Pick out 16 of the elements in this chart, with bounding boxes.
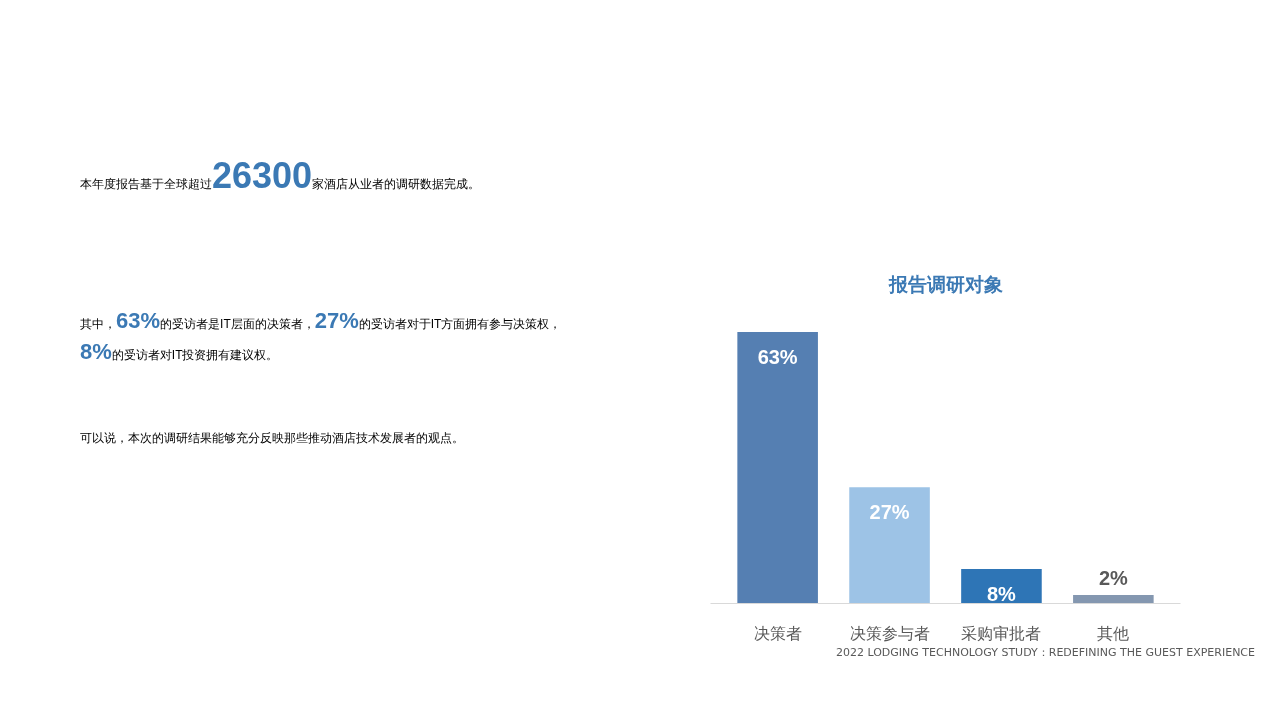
bar bbox=[1073, 594, 1154, 604]
text: 2022 LODGING TECHNOLOGY STUDY：REDEFINING THE GUEST EXPERIENCE bbox=[835, 645, 1255, 661]
data-label: 27% bbox=[869, 501, 910, 524]
x-tick-label: 决策者 bbox=[753, 623, 802, 643]
data-label: 8% bbox=[987, 583, 1017, 606]
bar bbox=[737, 332, 818, 604]
data-label: 2% bbox=[1098, 566, 1129, 589]
text: 其中，63%的受访者是IT层面的决策者，27%的受访者对于IT方面拥有参与决策权，8%的受访者对IT投资拥有建议权。 bbox=[80, 308, 562, 365]
x-tick-label: 采购审批者 bbox=[961, 623, 1042, 643]
data-label: 63% bbox=[757, 346, 798, 369]
chart-title: 报告调研对象 bbox=[887, 272, 1003, 295]
x-tick-label: 其他 bbox=[1097, 623, 1130, 643]
text: 可以说，本次的调研结果能够充分反映那些推动酒店技术发展者的观点。 bbox=[80, 430, 464, 447]
x-tick-label: 决策参与者 bbox=[849, 623, 930, 643]
bar bbox=[849, 487, 930, 604]
text: 本年度报告基于全球超过26300家酒店从业者的调研数据完成。 bbox=[80, 154, 481, 198]
